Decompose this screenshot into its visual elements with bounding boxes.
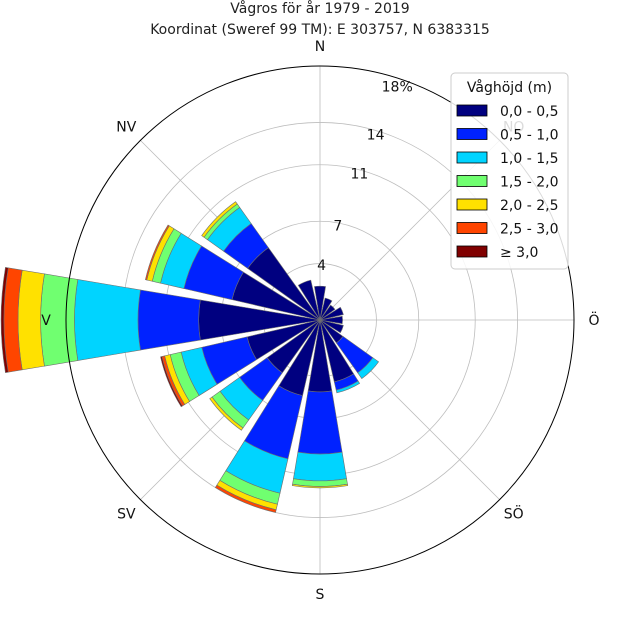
direction-label: N [315, 39, 325, 55]
bar-segment [0, 267, 9, 373]
rose-bars [0, 201, 380, 513]
bar-segment [160, 356, 183, 408]
legend-swatch [456, 175, 488, 187]
sector-bar [314, 285, 326, 321]
sector-bar [297, 279, 321, 321]
sector-bar [291, 319, 349, 489]
direction-label: NV [116, 119, 136, 135]
direction-label: V [41, 313, 51, 329]
bar-segment [314, 285, 326, 321]
bar-segment [297, 279, 321, 321]
radial-tick-label: 14 [367, 128, 385, 144]
legend-title: Våghöjd (m) [467, 79, 552, 96]
legend-entry: ≥ 3,0 [500, 245, 538, 261]
sector-bar [160, 319, 321, 408]
sector-bar [214, 319, 321, 513]
radial-tick-label: 11 [350, 167, 368, 183]
legend-entry: 1,0 - 1,5 [500, 151, 558, 167]
legend-box [450, 72, 569, 270]
legend-swatch [456, 128, 488, 140]
sector-bar [145, 224, 321, 321]
direction-label: SÖ [504, 505, 524, 523]
radial-max-label: 18% [382, 79, 413, 95]
chart-subtitle: Koordinat (Sweref 99 TM): E 303757, N 63… [150, 22, 490, 38]
direction-label: Ö [588, 311, 599, 329]
bar-segment [335, 380, 361, 394]
sector-bar [201, 201, 321, 321]
bar-segment [137, 289, 201, 351]
sector-bar [319, 315, 343, 325]
legend-swatch [456, 245, 488, 258]
sector-bar [209, 319, 321, 431]
sector-bar [319, 319, 344, 334]
legend-swatch [456, 151, 488, 164]
legend-entry: 2,5 - 3,0 [500, 222, 558, 238]
bar-segment [209, 396, 244, 431]
bar-segment [319, 319, 344, 334]
radial-tick-label: 4 [317, 258, 326, 274]
sector-bar [319, 306, 344, 321]
sector-bar [319, 297, 333, 321]
legend-entry: 2,0 - 2,5 [500, 198, 558, 214]
bar-segment [293, 451, 347, 482]
bar-segment [74, 279, 141, 361]
bar-segment [201, 201, 238, 238]
sector-bar [319, 304, 336, 321]
legend-entry: 0,0 - 0,5 [500, 104, 558, 120]
legend-swatch [456, 104, 488, 117]
legend-entry: 0,5 - 1,0 [500, 128, 558, 144]
bar-segment [319, 297, 333, 321]
legend: Våghöjd (m) 0,0 - 0,5 0,5 - 1,0 1,0 - 1,5 1,… [450, 72, 569, 270]
bar-segment [357, 357, 380, 380]
bar-segment [319, 315, 343, 325]
sector-bar [319, 319, 361, 394]
bar-segment [145, 224, 170, 281]
radial-tick-label: 7 [333, 219, 342, 235]
outer-circle [65, 65, 575, 575]
chart-title: Vågros för år 1979 - 2019 [230, 0, 409, 17]
bar-segment [291, 483, 349, 489]
sector-bar [0, 267, 321, 373]
bar-segment [214, 484, 277, 513]
legend-entry: 1,5 - 2,0 [500, 175, 558, 191]
bar-segment [319, 304, 336, 321]
legend-swatch [456, 222, 488, 234]
sector-bar [319, 319, 380, 380]
legend-swatch [456, 198, 488, 211]
direction-label: SV [117, 507, 136, 523]
bar-segment [319, 306, 344, 321]
direction-label: S [316, 587, 325, 603]
